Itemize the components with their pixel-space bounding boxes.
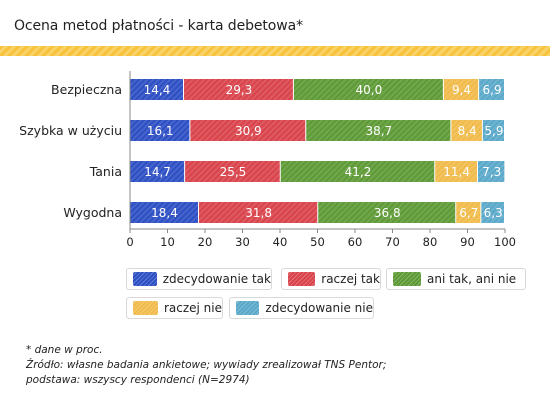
legend-item: raczej tak (281, 268, 381, 290)
category-label: Bezpieczna (51, 82, 122, 97)
legend-swatch (393, 272, 421, 286)
data-label: 8,4 (458, 124, 477, 138)
legend-label: ani tak, ani nie (427, 272, 517, 286)
x-tick-label: 100 (494, 235, 516, 249)
header-stripe (0, 46, 550, 56)
chart-title: Ocena metod płatności - karta debetowa* (14, 18, 303, 34)
data-label: 40,0 (356, 83, 383, 97)
bar-segment (482, 120, 504, 141)
data-label: 14,4 (144, 83, 171, 97)
x-tick-label: 10 (160, 235, 175, 249)
bar-segment (130, 202, 198, 223)
x-tick-label: 30 (235, 235, 250, 249)
data-label: 29,3 (226, 83, 253, 97)
category-label: Szybka w użyciu (19, 123, 122, 138)
data-label: 36,8 (374, 206, 401, 220)
x-tick-label: 20 (198, 235, 213, 249)
x-tick-label: 90 (460, 235, 475, 249)
legend-label: raczej nie (163, 301, 222, 315)
bar-segment (130, 161, 185, 182)
data-label: 41,2 (345, 165, 372, 179)
data-label: 25,5 (220, 165, 247, 179)
x-tick-label: 60 (348, 235, 363, 249)
x-tick-label: 70 (385, 235, 400, 249)
x-tick-label: 80 (423, 235, 438, 249)
note-source: Źródło: własne badania ankietowe; wywiad… (26, 359, 387, 371)
note-units: * dane w proc. (26, 344, 103, 356)
title-tab (8, 10, 308, 46)
data-label: 9,4 (452, 83, 471, 97)
bar-segment (199, 202, 318, 223)
bar-segment (293, 79, 443, 100)
plot-background (0, 56, 550, 404)
bar-segment (451, 120, 482, 141)
bar-segment (481, 202, 504, 223)
bar-segment (443, 79, 479, 100)
bar-segment (478, 161, 505, 182)
bar-segment (280, 161, 435, 182)
bar-segment (185, 161, 280, 182)
bar-segment (190, 120, 306, 141)
bar-segment (435, 161, 477, 182)
legend-swatch (133, 301, 158, 315)
data-label: 6,3 (484, 206, 503, 220)
x-tick-label: 0 (126, 235, 133, 249)
category-label: Tania (89, 164, 122, 179)
data-label: 6,7 (459, 206, 478, 220)
bar-segment (130, 79, 183, 100)
footnotes: * dane w proc. Źródło: własne badania an… (26, 343, 386, 388)
legend-swatch (236, 301, 260, 315)
legend-item: zdecydowanie tak (126, 268, 272, 290)
data-label: 5,9 (484, 124, 503, 138)
legend-label: zdecydowanie tak (162, 272, 271, 286)
bar-segment (130, 120, 190, 141)
legend-swatch (133, 272, 157, 286)
legend-item: raczej nie (126, 297, 223, 319)
x-tick-label: 40 (273, 235, 288, 249)
data-label: 38,7 (365, 124, 392, 138)
legend-swatch (288, 272, 316, 286)
bar-segment (306, 120, 451, 141)
data-label: 7,3 (482, 165, 501, 179)
note-base: podstawa: wszyscy respondenci (N=2974) (26, 374, 250, 386)
data-label: 30,9 (235, 124, 262, 138)
category-label: Wygodna (63, 205, 122, 220)
data-label: 6,9 (483, 83, 502, 97)
data-label: 11,4 (443, 165, 470, 179)
data-label: 31,8 (245, 206, 272, 220)
bar-segment (318, 202, 456, 223)
legend-label: zdecydowanie nie (265, 301, 373, 315)
data-label: 16,1 (147, 124, 174, 138)
legend-item: ani tak, ani nie (386, 268, 526, 290)
legend-item: zdecydowanie nie (229, 297, 374, 319)
bar-segment (479, 79, 504, 100)
bar-segment (456, 202, 481, 223)
bar-segment (184, 79, 293, 100)
x-tick-label: 50 (310, 235, 325, 249)
data-label: 14,7 (144, 165, 171, 179)
legend-label: raczej tak (321, 272, 380, 286)
stacked-bar-chart: Bezpieczna 14,4 29,3 40,0 9,4 6,9 Szybka w uży… (19, 71, 516, 249)
data-label: 18,4 (151, 206, 178, 220)
